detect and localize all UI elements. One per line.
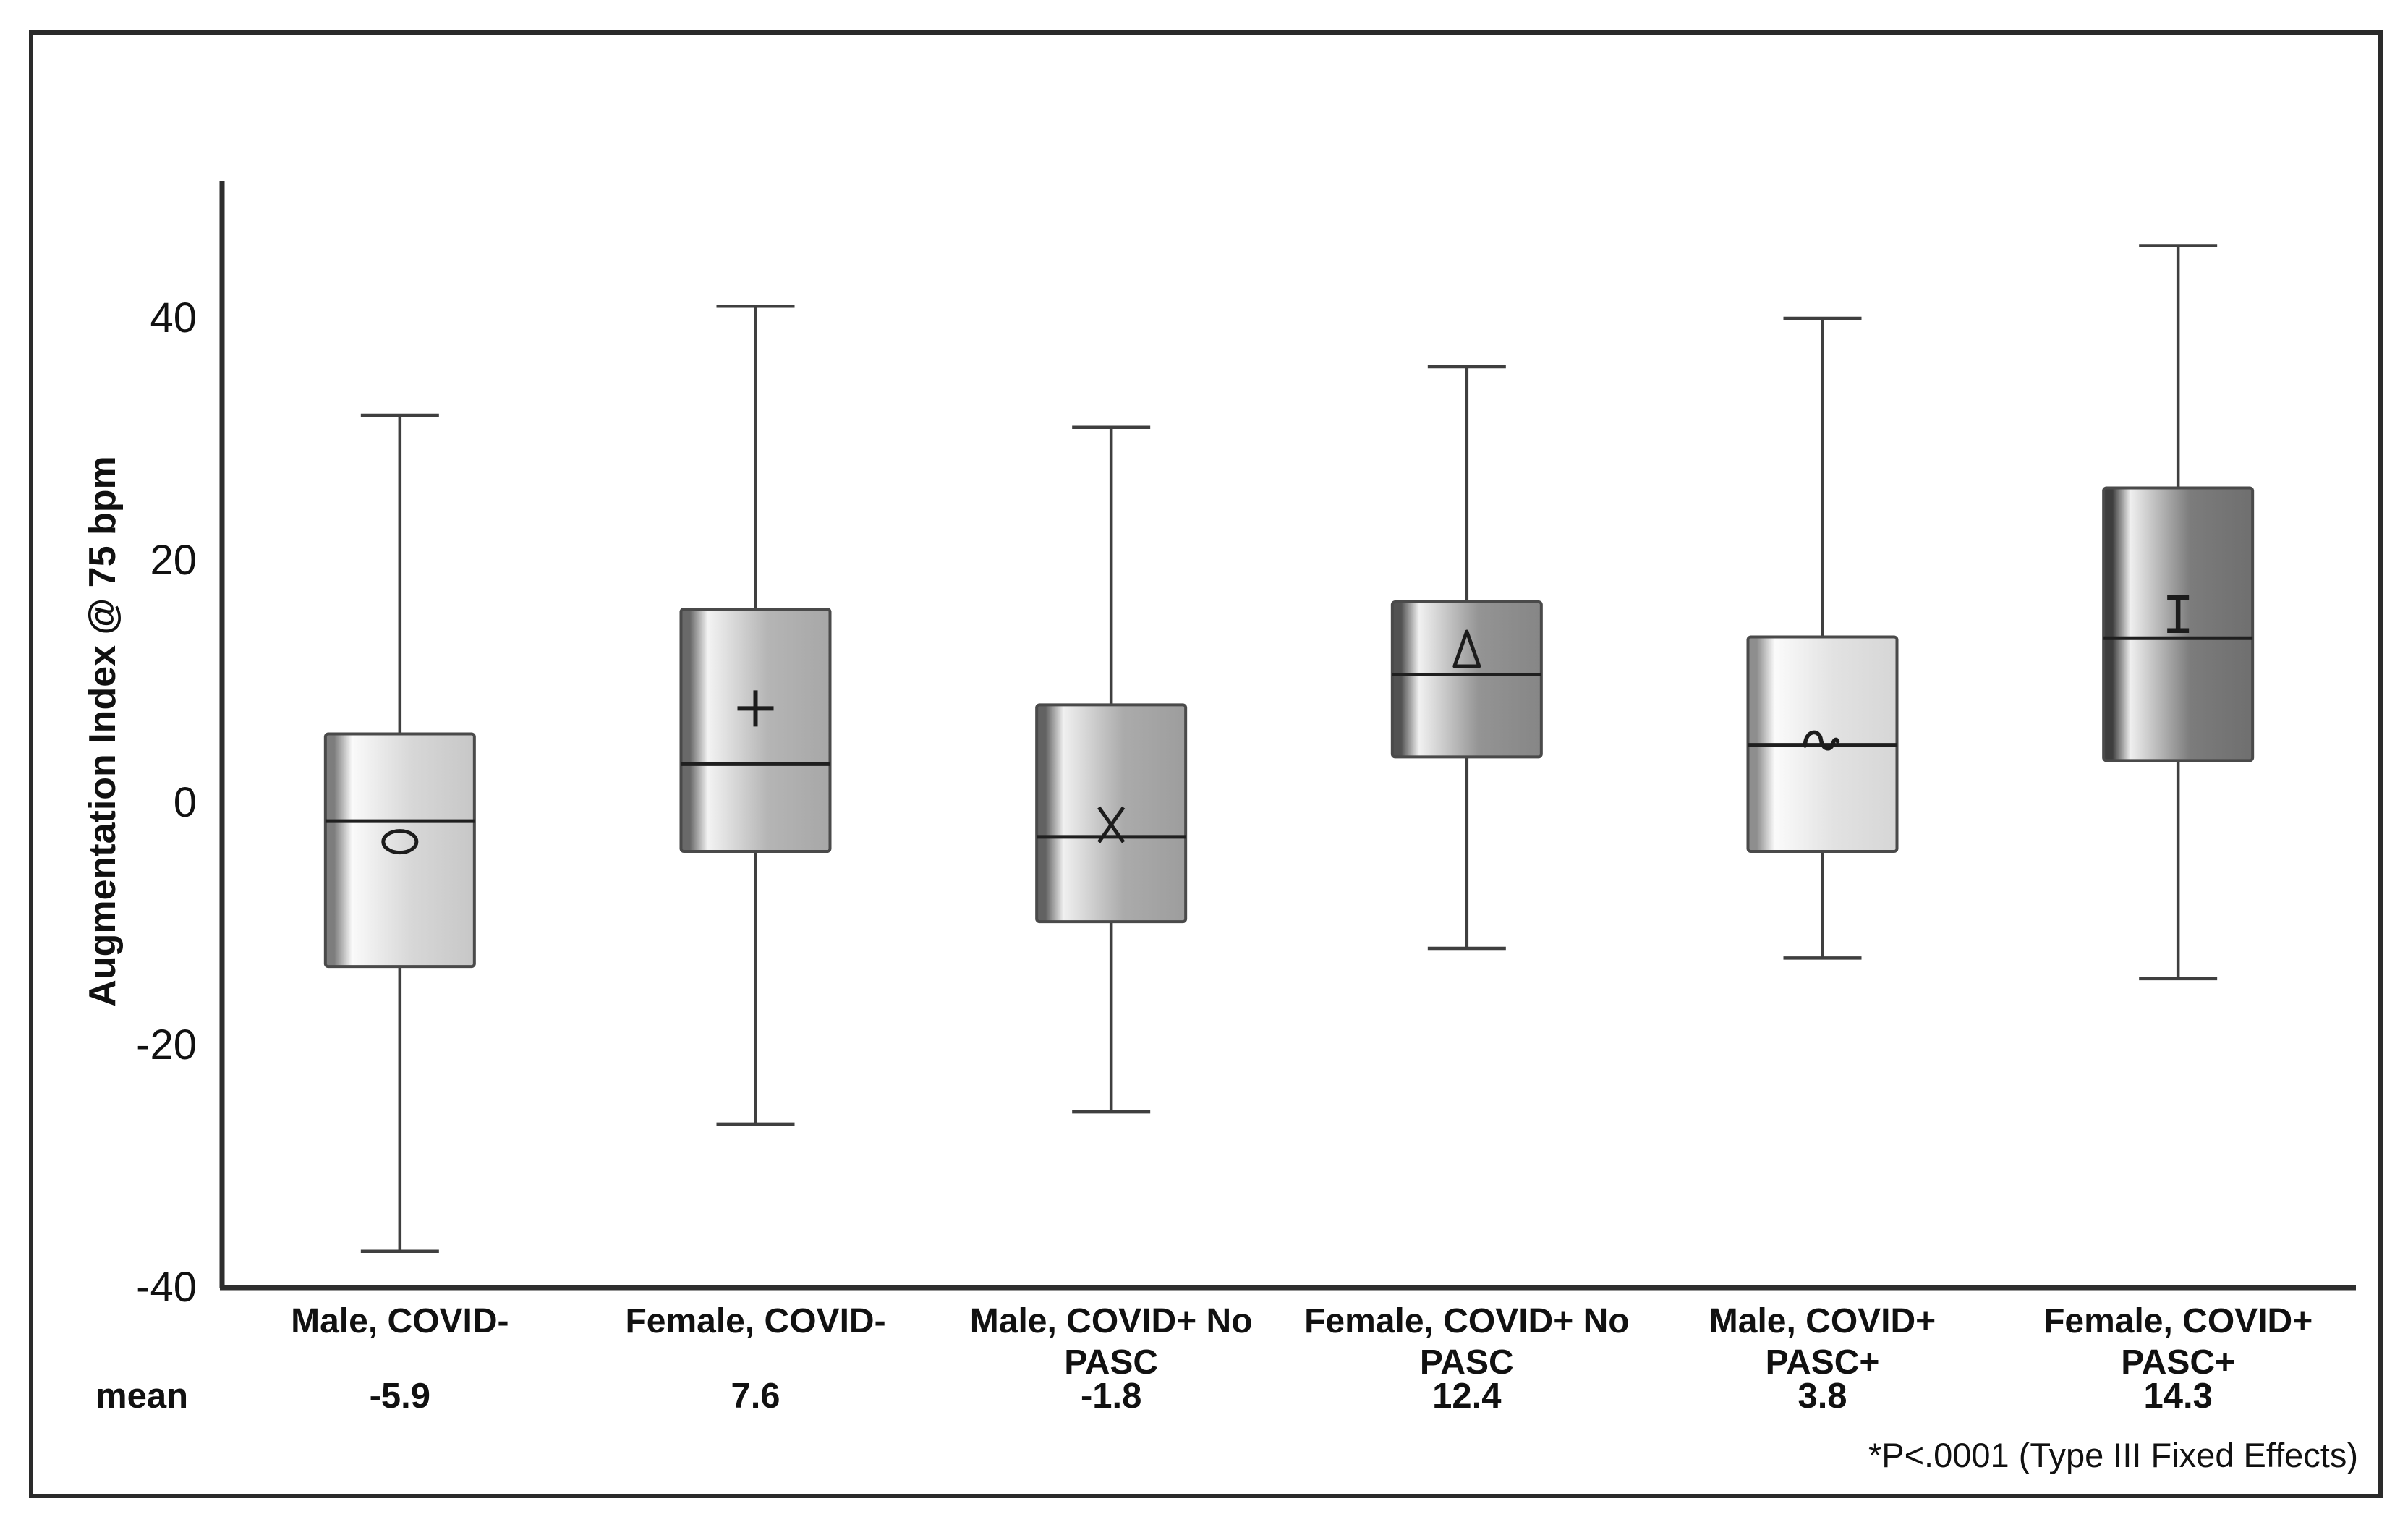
box: [679, 608, 832, 853]
y-tick-label: 40: [150, 294, 197, 341]
box-group: [1390, 365, 1543, 951]
category-label: Female, COVID+ PASC+: [2043, 1302, 2313, 1382]
footnote: *P<.0001 (Type III Fixed Effects): [1868, 1436, 2358, 1474]
plus-marker-icon: [737, 690, 774, 727]
whisker: [2139, 244, 2218, 981]
x-marker-icon: [1097, 806, 1126, 843]
mean-value: -1.8: [1080, 1377, 1142, 1416]
whisker: [360, 413, 439, 1253]
category-label: Male, COVID+ PASC+: [1709, 1302, 1936, 1382]
category-label: Male, COVID-: [291, 1302, 509, 1340]
mean-value: 7.6: [731, 1377, 780, 1416]
box-group: [1746, 316, 1899, 960]
mean-row-label: mean: [95, 1377, 189, 1416]
outer-border: [29, 30, 2383, 1498]
box-group: [323, 413, 476, 1253]
whisker: [1427, 365, 1506, 951]
whisker: [1072, 425, 1151, 1114]
circle-marker-icon: [381, 829, 419, 855]
whisker: [1783, 316, 1862, 960]
y-tick-label: -40: [136, 1264, 197, 1311]
axes: [219, 181, 2356, 1291]
mean-value: -5.9: [369, 1377, 431, 1416]
box: [1035, 703, 1188, 924]
whisker: [716, 305, 795, 1126]
mean-value: 3.8: [1798, 1377, 1847, 1416]
squiggle-marker-icon: [1803, 730, 1840, 751]
box: [1390, 600, 1543, 759]
triangle-marker-icon: [1452, 629, 1481, 668]
box-group: [1035, 425, 1188, 1114]
box-group: [2102, 244, 2255, 981]
category-label: Female, COVID+ No PASC: [1304, 1302, 1630, 1382]
ibeam-marker-icon: [2167, 595, 2190, 633]
category-label: Female, COVID-: [625, 1302, 886, 1340]
mean-value: 14.3: [2143, 1377, 2213, 1416]
mean-value: 12.4: [1432, 1377, 1502, 1416]
y-tick-label: 0: [173, 779, 197, 826]
box-group: [679, 305, 832, 1126]
y-tick-label: -20: [136, 1021, 197, 1068]
category-label: Male, COVID+ No PASC: [969, 1302, 1253, 1382]
y-tick-label: 20: [150, 537, 197, 584]
box: [323, 732, 476, 969]
